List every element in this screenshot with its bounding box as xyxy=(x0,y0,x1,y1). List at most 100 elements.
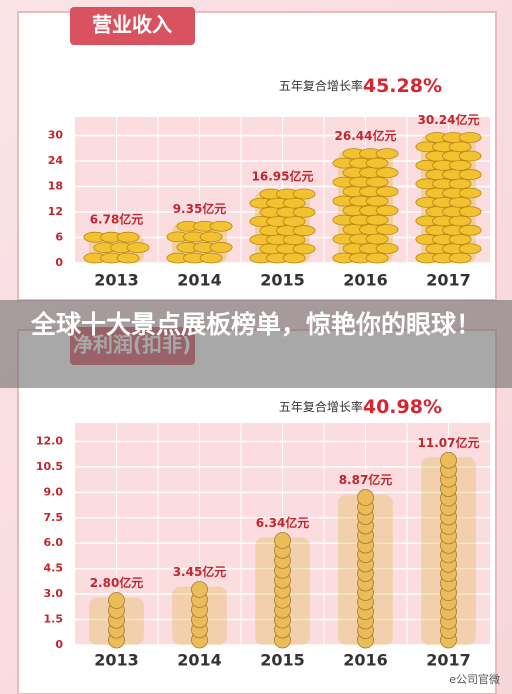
y-tick-label: 9.0 xyxy=(44,485,64,498)
banner xyxy=(0,300,512,388)
coin xyxy=(448,252,472,264)
growth-text: 五年复合增长率40.98% xyxy=(279,396,442,418)
coin xyxy=(126,242,150,253)
y-tick-label: 0 xyxy=(55,256,63,269)
y-tick-label: 1.5 xyxy=(44,613,64,626)
coin xyxy=(448,141,472,153)
coin xyxy=(282,197,306,209)
coin xyxy=(458,243,482,255)
coin xyxy=(365,157,389,169)
bar xyxy=(89,592,144,649)
banner-text: 全球十大景点展板榜单，惊艳你的眼球！ xyxy=(30,310,481,339)
coin xyxy=(458,187,482,199)
growth-label: 五年复合增长率 xyxy=(279,399,363,414)
value-label: 3.45亿元 xyxy=(173,564,227,579)
value-label: 16.95亿元 xyxy=(252,168,314,183)
y-tick-label: 30 xyxy=(48,129,64,142)
coin xyxy=(365,195,389,207)
value-label: 6.78亿元 xyxy=(90,212,144,227)
coin xyxy=(282,252,306,264)
y-tick-label: 4.5 xyxy=(44,562,64,575)
coin xyxy=(365,214,389,226)
coin xyxy=(292,206,316,218)
y-tick-label: 3.0 xyxy=(44,587,64,600)
bar xyxy=(332,148,399,264)
x-tick-label: 2015 xyxy=(260,651,305,670)
coin xyxy=(116,231,140,243)
coin xyxy=(448,234,472,245)
y-tick-label: 12 xyxy=(48,205,63,218)
banner-box: 全球十大景点展板榜单，惊艳你的眼球！ xyxy=(30,310,481,339)
growth-value: 40.98% xyxy=(363,396,442,418)
money-bag xyxy=(108,592,125,609)
value-label: 6.34亿元 xyxy=(256,515,310,530)
bar xyxy=(338,489,393,649)
coin xyxy=(365,176,389,188)
x-tick-label: 2017 xyxy=(426,651,471,670)
coin xyxy=(458,169,482,180)
coin xyxy=(448,215,472,227)
coin xyxy=(292,243,316,255)
x-tick-label: 2014 xyxy=(177,271,222,290)
y-tick-label: 6.0 xyxy=(44,536,64,549)
chart-title: 营业收入 xyxy=(92,13,172,37)
title-tag xyxy=(70,7,195,45)
bar xyxy=(415,132,482,264)
coin xyxy=(282,234,306,246)
coin xyxy=(282,216,306,227)
coin xyxy=(199,231,223,243)
coin xyxy=(458,150,482,162)
x-tick-label: 2013 xyxy=(94,271,139,290)
coin xyxy=(292,188,316,200)
bar xyxy=(166,220,233,264)
coin xyxy=(375,186,399,197)
value-label: 2.80亿元 xyxy=(90,575,144,590)
coin xyxy=(209,220,233,232)
coin xyxy=(199,252,223,264)
coin xyxy=(365,233,389,245)
x-tick-label: 2017 xyxy=(426,271,471,290)
coin xyxy=(458,224,482,236)
coin xyxy=(375,224,399,235)
money-bag xyxy=(440,451,457,469)
coin xyxy=(365,252,389,264)
coin xyxy=(458,132,482,143)
bar xyxy=(249,188,316,264)
y-tick-label: 24 xyxy=(48,154,64,167)
value-label: 26.44亿元 xyxy=(335,128,397,143)
y-tick-label: 7.5 xyxy=(44,511,64,524)
y-tick-label: 18 xyxy=(48,180,63,193)
watermark: e公司官微 xyxy=(449,672,500,686)
value-label: 30.24亿元 xyxy=(418,112,480,127)
money-bag xyxy=(191,581,208,598)
growth-label: 五年复合增长率 xyxy=(279,78,363,93)
y-tick-label: 10.5 xyxy=(36,460,63,473)
coin xyxy=(448,159,472,171)
coin xyxy=(375,205,399,216)
coin xyxy=(448,196,472,208)
x-tick-label: 2015 xyxy=(260,271,305,290)
value-label: 8.87亿元 xyxy=(339,472,393,487)
coin xyxy=(209,242,233,253)
y-tick-label: 0 xyxy=(55,638,63,651)
coin xyxy=(375,243,399,254)
growth-text: 五年复合增长率45.28% xyxy=(279,75,442,97)
money-bag xyxy=(357,489,374,506)
bar xyxy=(255,532,310,649)
value-label: 9.35亿元 xyxy=(173,201,227,216)
coin xyxy=(375,167,399,179)
value-label: 11.07亿元 xyxy=(418,435,480,450)
bar xyxy=(83,231,150,264)
coin xyxy=(375,148,399,160)
x-tick-label: 2013 xyxy=(94,651,139,670)
x-tick-label: 2016 xyxy=(343,271,388,290)
coin xyxy=(292,225,316,236)
coin xyxy=(448,178,472,190)
y-tick-label: 12.0 xyxy=(36,434,63,447)
bar xyxy=(421,451,476,649)
money-bag xyxy=(274,532,291,549)
x-tick-label: 2014 xyxy=(177,651,222,670)
y-tick-label: 6 xyxy=(55,231,63,244)
x-tick-label: 2016 xyxy=(343,651,388,670)
